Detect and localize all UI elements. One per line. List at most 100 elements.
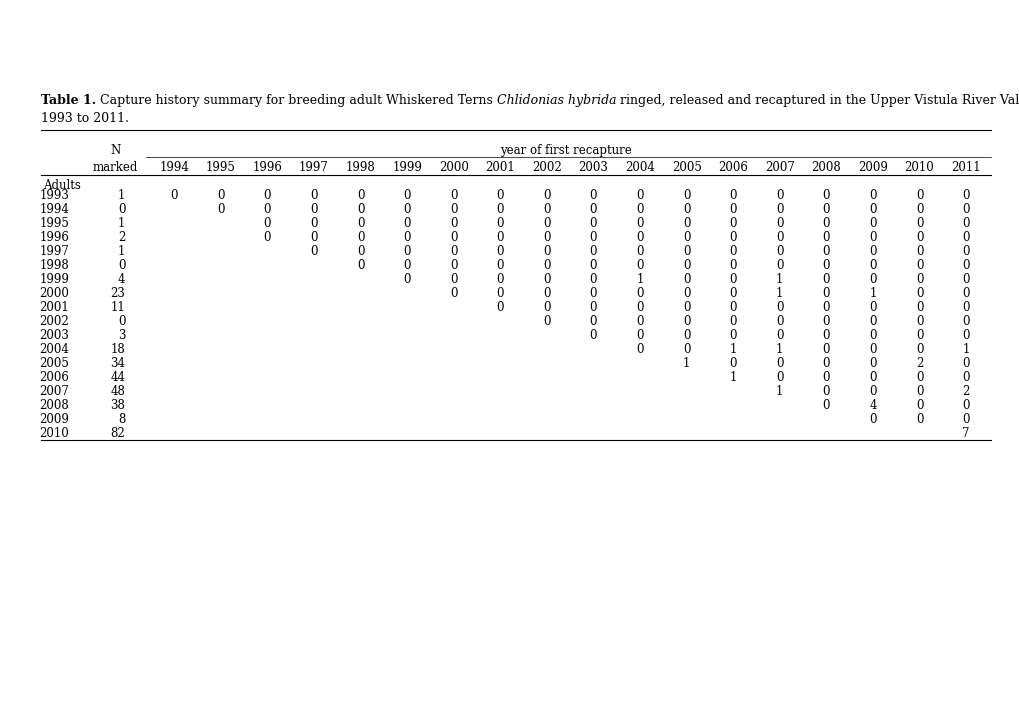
Text: 0: 0 <box>729 315 737 328</box>
Text: 0: 0 <box>915 259 922 272</box>
Text: 0: 0 <box>729 217 737 230</box>
Text: 0: 0 <box>915 245 922 258</box>
Text: 0: 0 <box>682 230 690 244</box>
Text: 2007: 2007 <box>40 385 69 398</box>
Text: 1997: 1997 <box>299 161 328 174</box>
Text: 0: 0 <box>775 189 783 202</box>
Text: marked: marked <box>93 161 138 174</box>
Text: 1997: 1997 <box>40 245 69 258</box>
Text: 0: 0 <box>868 245 876 258</box>
Text: 0: 0 <box>915 202 922 216</box>
Text: 0: 0 <box>403 230 411 244</box>
Text: 0: 0 <box>682 273 690 286</box>
Text: 0: 0 <box>403 245 411 258</box>
Text: 0: 0 <box>868 202 876 216</box>
Text: 0: 0 <box>542 230 550 244</box>
Text: 0: 0 <box>636 259 643 272</box>
Text: 0: 0 <box>868 329 876 342</box>
Text: 0: 0 <box>961 217 969 230</box>
Text: 1: 1 <box>636 273 643 286</box>
Text: 2007: 2007 <box>764 161 794 174</box>
Text: N: N <box>110 144 120 157</box>
Text: 0: 0 <box>682 245 690 258</box>
Text: 2: 2 <box>962 385 969 398</box>
Text: 0: 0 <box>589 259 597 272</box>
Text: 1999: 1999 <box>392 161 422 174</box>
Text: 0: 0 <box>915 372 922 384</box>
Text: 1: 1 <box>868 287 875 300</box>
Text: 2: 2 <box>915 357 922 370</box>
Text: 0: 0 <box>589 315 597 328</box>
Text: 1994: 1994 <box>40 202 69 216</box>
Text: 23: 23 <box>110 287 125 300</box>
Text: 1: 1 <box>962 343 969 356</box>
Text: 0: 0 <box>682 287 690 300</box>
Text: 2010: 2010 <box>40 427 69 441</box>
Text: 0: 0 <box>263 217 271 230</box>
Text: 0: 0 <box>961 329 969 342</box>
Text: 0: 0 <box>961 273 969 286</box>
Text: 0: 0 <box>868 230 876 244</box>
Text: 0: 0 <box>821 202 829 216</box>
Text: 0: 0 <box>636 217 643 230</box>
Text: 0: 0 <box>170 189 178 202</box>
Text: 0: 0 <box>542 202 550 216</box>
Text: 0: 0 <box>403 273 411 286</box>
Text: 0: 0 <box>542 273 550 286</box>
Text: 0: 0 <box>961 413 969 426</box>
Text: 1993 to 2011.: 1993 to 2011. <box>41 112 128 125</box>
Text: 0: 0 <box>821 357 829 370</box>
Text: 2006: 2006 <box>40 372 69 384</box>
Text: 0: 0 <box>961 245 969 258</box>
Text: 0: 0 <box>961 399 969 413</box>
Text: 0: 0 <box>775 259 783 272</box>
Text: 1996: 1996 <box>253 161 282 174</box>
Text: 0: 0 <box>636 230 643 244</box>
Text: 0: 0 <box>775 301 783 314</box>
Text: Table 1.: Table 1. <box>41 94 96 107</box>
Text: 2002: 2002 <box>40 315 69 328</box>
Text: 0: 0 <box>775 315 783 328</box>
Text: 0: 0 <box>915 189 922 202</box>
Text: 1999: 1999 <box>40 273 69 286</box>
Text: 0: 0 <box>915 217 922 230</box>
Text: 0: 0 <box>729 287 737 300</box>
Text: 0: 0 <box>868 301 876 314</box>
Text: 0: 0 <box>682 315 690 328</box>
Text: 0: 0 <box>636 189 643 202</box>
Text: 0: 0 <box>821 385 829 398</box>
Text: 0: 0 <box>682 329 690 342</box>
Text: 0: 0 <box>775 230 783 244</box>
Text: 0: 0 <box>915 287 922 300</box>
Text: 2009: 2009 <box>857 161 887 174</box>
Text: 0: 0 <box>542 259 550 272</box>
Text: 0: 0 <box>775 372 783 384</box>
Text: 1995: 1995 <box>40 217 69 230</box>
Text: 0: 0 <box>729 245 737 258</box>
Text: 1: 1 <box>118 189 125 202</box>
Text: 1: 1 <box>729 372 736 384</box>
Text: 0: 0 <box>682 343 690 356</box>
Text: 0: 0 <box>961 189 969 202</box>
Text: 2004: 2004 <box>625 161 654 174</box>
Text: 0: 0 <box>449 189 458 202</box>
Text: 2009: 2009 <box>40 413 69 426</box>
Text: 0: 0 <box>868 273 876 286</box>
Text: 0: 0 <box>589 202 597 216</box>
Text: 0: 0 <box>961 372 969 384</box>
Text: 0: 0 <box>868 343 876 356</box>
Text: 0: 0 <box>589 189 597 202</box>
Text: 0: 0 <box>403 259 411 272</box>
Text: 0: 0 <box>310 202 318 216</box>
Text: 1995: 1995 <box>206 161 235 174</box>
Text: 1: 1 <box>118 245 125 258</box>
Text: 0: 0 <box>496 217 503 230</box>
Text: 1: 1 <box>118 217 125 230</box>
Text: 0: 0 <box>821 245 829 258</box>
Text: 0: 0 <box>868 189 876 202</box>
Text: 0: 0 <box>775 245 783 258</box>
Text: 0: 0 <box>496 273 503 286</box>
Text: 0: 0 <box>915 329 922 342</box>
Text: 0: 0 <box>729 329 737 342</box>
Text: 0: 0 <box>961 287 969 300</box>
